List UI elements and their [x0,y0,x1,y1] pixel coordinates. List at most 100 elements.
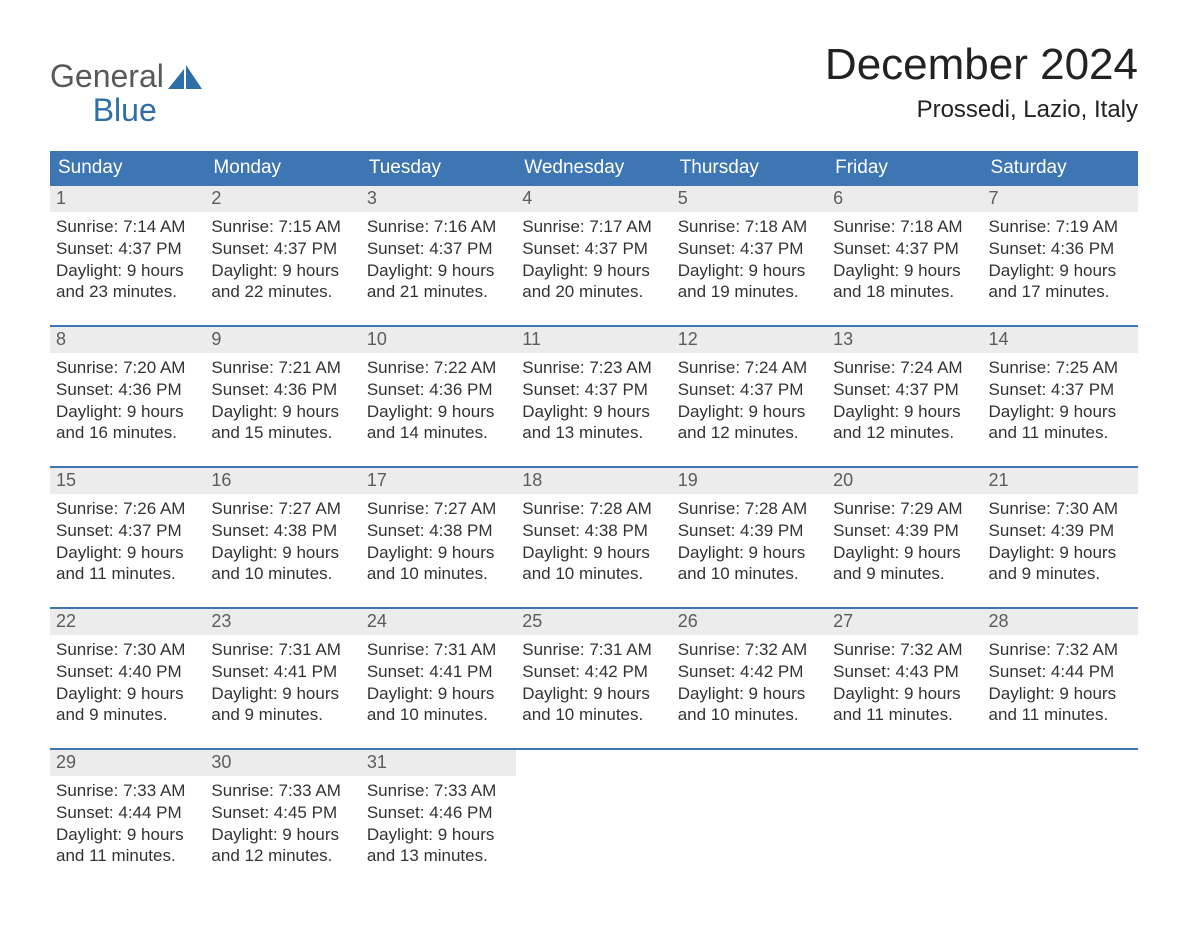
sunrise-line: Sunrise: 7:23 AM [522,357,665,379]
calendar-day-cell: 31Sunrise: 7:33 AMSunset: 4:46 PMDayligh… [361,750,516,875]
calendar-day-cell: 15Sunrise: 7:26 AMSunset: 4:37 PMDayligh… [50,468,205,593]
daylight-line: Daylight: 9 hours and 20 minutes. [522,260,665,304]
sunset-line: Sunset: 4:38 PM [522,520,665,542]
day-number: 11 [516,327,671,353]
sunrise-line: Sunrise: 7:29 AM [833,498,976,520]
calendar-day-cell: 18Sunrise: 7:28 AMSunset: 4:38 PMDayligh… [516,468,671,593]
day-details: Sunrise: 7:20 AMSunset: 4:36 PMDaylight:… [50,353,205,452]
dow-saturday: Saturday [983,151,1138,186]
day-number: 8 [50,327,205,353]
day-number [983,750,1138,776]
calendar-week: 15Sunrise: 7:26 AMSunset: 4:37 PMDayligh… [50,466,1138,593]
dow-friday: Friday [827,151,982,186]
day-number: 20 [827,468,982,494]
sunrise-line: Sunrise: 7:33 AM [56,780,199,802]
sunrise-line: Sunrise: 7:22 AM [367,357,510,379]
sunset-line: Sunset: 4:36 PM [989,238,1132,260]
sunset-line: Sunset: 4:37 PM [211,238,354,260]
sunset-line: Sunset: 4:37 PM [833,238,976,260]
days-of-week-header: Sunday Monday Tuesday Wednesday Thursday… [50,151,1138,186]
day-details: Sunrise: 7:33 AMSunset: 4:46 PMDaylight:… [361,776,516,875]
calendar-day-cell: 17Sunrise: 7:27 AMSunset: 4:38 PMDayligh… [361,468,516,593]
sunrise-line: Sunrise: 7:30 AM [989,498,1132,520]
weeks-container: 1Sunrise: 7:14 AMSunset: 4:37 PMDaylight… [50,186,1138,875]
sunset-line: Sunset: 4:39 PM [989,520,1132,542]
dow-wednesday: Wednesday [516,151,671,186]
daylight-line: Daylight: 9 hours and 13 minutes. [522,401,665,445]
day-details [827,776,982,872]
brand-logo: General GeBlue [50,60,202,127]
daylight-line: Daylight: 9 hours and 21 minutes. [367,260,510,304]
day-details: Sunrise: 7:14 AMSunset: 4:37 PMDaylight:… [50,212,205,311]
day-details [983,776,1138,872]
calendar-day-cell: 21Sunrise: 7:30 AMSunset: 4:39 PMDayligh… [983,468,1138,593]
daylight-line: Daylight: 9 hours and 15 minutes. [211,401,354,445]
sunset-line: Sunset: 4:37 PM [522,238,665,260]
sunset-line: Sunset: 4:45 PM [211,802,354,824]
day-number: 1 [50,186,205,212]
sunset-line: Sunset: 4:37 PM [367,238,510,260]
dow-tuesday: Tuesday [361,151,516,186]
day-details: Sunrise: 7:22 AMSunset: 4:36 PMDaylight:… [361,353,516,452]
sunrise-line: Sunrise: 7:27 AM [211,498,354,520]
day-number: 12 [672,327,827,353]
sunset-line: Sunset: 4:37 PM [833,379,976,401]
sunrise-line: Sunrise: 7:14 AM [56,216,199,238]
daylight-line: Daylight: 9 hours and 14 minutes. [367,401,510,445]
daylight-line: Daylight: 9 hours and 10 minutes. [367,542,510,586]
calendar-day-cell: 8Sunrise: 7:20 AMSunset: 4:36 PMDaylight… [50,327,205,452]
logo-word-blue: Blue [93,92,157,128]
sunrise-line: Sunrise: 7:31 AM [367,639,510,661]
daylight-line: Daylight: 9 hours and 12 minutes. [833,401,976,445]
sunrise-line: Sunrise: 7:18 AM [678,216,821,238]
sunset-line: Sunset: 4:37 PM [678,379,821,401]
logo-word-general: General [50,58,164,94]
day-number: 31 [361,750,516,776]
sunrise-line: Sunrise: 7:20 AM [56,357,199,379]
day-details: Sunrise: 7:32 AMSunset: 4:43 PMDaylight:… [827,635,982,734]
calendar-page: General GeBlue December 2024 Prossedi, L… [0,0,1188,935]
day-number: 24 [361,609,516,635]
sunset-line: Sunset: 4:36 PM [367,379,510,401]
calendar-day-cell [827,750,982,875]
day-details: Sunrise: 7:33 AMSunset: 4:44 PMDaylight:… [50,776,205,875]
sunrise-line: Sunrise: 7:16 AM [367,216,510,238]
sunset-line: Sunset: 4:40 PM [56,661,199,683]
day-number: 5 [672,186,827,212]
sunrise-line: Sunrise: 7:31 AM [211,639,354,661]
sunrise-line: Sunrise: 7:18 AM [833,216,976,238]
calendar-week: 22Sunrise: 7:30 AMSunset: 4:40 PMDayligh… [50,607,1138,734]
day-number [827,750,982,776]
calendar-day-cell: 13Sunrise: 7:24 AMSunset: 4:37 PMDayligh… [827,327,982,452]
calendar-day-cell: 2Sunrise: 7:15 AMSunset: 4:37 PMDaylight… [205,186,360,311]
calendar-day-cell: 23Sunrise: 7:31 AMSunset: 4:41 PMDayligh… [205,609,360,734]
day-number: 13 [827,327,982,353]
daylight-line: Daylight: 9 hours and 10 minutes. [367,683,510,727]
sunrise-line: Sunrise: 7:32 AM [989,639,1132,661]
calendar-day-cell: 3Sunrise: 7:16 AMSunset: 4:37 PMDaylight… [361,186,516,311]
calendar-day-cell: 24 Sunrise: 7:31 AMSunset: 4:41 PMDayligh… [361,609,516,734]
daylight-line: Daylight: 9 hours and 13 minutes. [367,824,510,868]
day-details: Sunrise: 7:18 AMSunset: 4:37 PMDaylight:… [672,212,827,311]
sunrise-line: Sunrise: 7:32 AM [678,639,821,661]
daylight-line: Daylight: 9 hours and 11 minutes. [989,683,1132,727]
daylight-line: Daylight: 9 hours and 11 minutes. [56,824,199,868]
sunrise-line: Sunrise: 7:33 AM [367,780,510,802]
brand-logo-text: General GeBlue [50,60,164,127]
day-number: 28 [983,609,1138,635]
sunrise-line: Sunrise: 7:17 AM [522,216,665,238]
sunset-line: Sunset: 4:37 PM [989,379,1132,401]
day-number: 14 [983,327,1138,353]
daylight-line: Daylight: 9 hours and 9 minutes. [56,683,199,727]
sunset-line: Sunset: 4:41 PM [367,661,510,683]
calendar-day-cell: 12Sunrise: 7:24 AMSunset: 4:37 PMDayligh… [672,327,827,452]
dow-thursday: Thursday [672,151,827,186]
day-details: Sunrise: 7:16 AMSunset: 4:37 PMDaylight:… [361,212,516,311]
day-details: Sunrise: 7:17 AMSunset: 4:37 PMDaylight:… [516,212,671,311]
calendar-week: 1Sunrise: 7:14 AMSunset: 4:37 PMDaylight… [50,186,1138,311]
day-number: 16 [205,468,360,494]
day-number: 19 [672,468,827,494]
daylight-line: Daylight: 9 hours and 11 minutes. [833,683,976,727]
daylight-line: Daylight: 9 hours and 10 minutes. [678,542,821,586]
day-details: Sunrise: 7:23 AMSunset: 4:37 PMDaylight:… [516,353,671,452]
